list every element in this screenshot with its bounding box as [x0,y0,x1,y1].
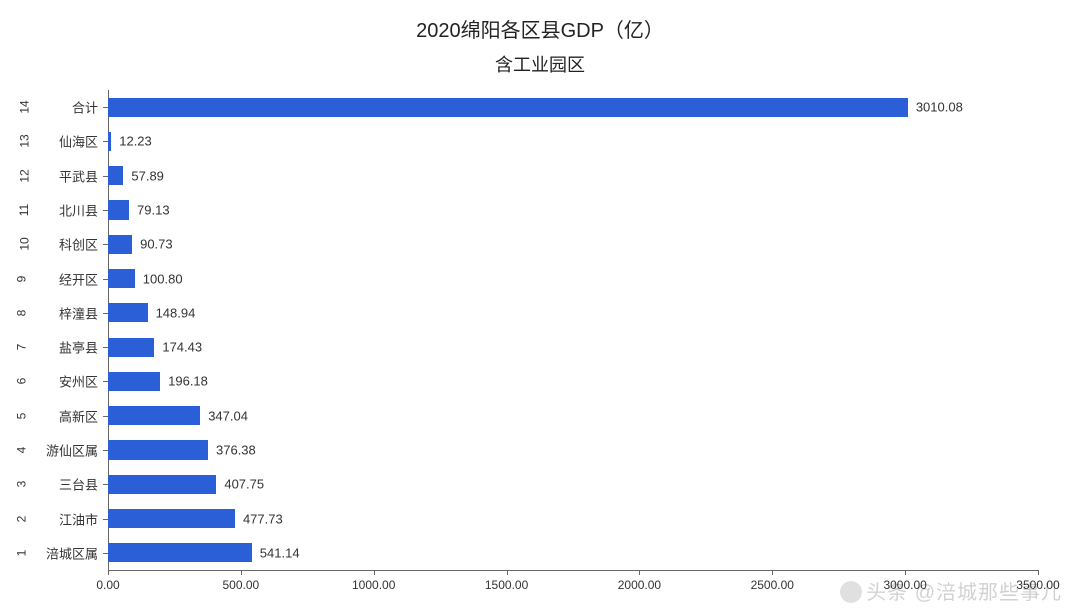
value-label: 148.94 [156,305,196,320]
bar [108,406,200,425]
bar [108,509,235,528]
chart-container: 2020绵阳各区县GDP（亿） 含工业园区 0.00500.001000.001… [0,0,1080,611]
x-tick-label: 1000.00 [352,578,395,592]
y-index-label: 5 [14,412,28,419]
x-tick [905,570,906,575]
value-label: 347.04 [208,408,248,423]
category-label: 平武县 [38,166,98,185]
bar [108,440,208,459]
y-index-label: 2 [14,515,28,522]
x-tick [1038,570,1039,575]
y-index-label: 4 [14,447,28,454]
bar [108,269,135,288]
x-tick-label: 1500.00 [485,578,528,592]
bar [108,200,129,219]
y-index-label: 9 [14,275,28,282]
value-label: 376.38 [216,443,256,458]
category-label: 游仙区属 [38,441,98,460]
x-tick [374,570,375,575]
value-label: 90.73 [140,237,173,252]
y-axis-line [108,90,109,570]
bar [108,475,216,494]
category-label: 三台县 [38,475,98,494]
x-tick [772,570,773,575]
plot-area: 0.00500.001000.001500.002000.002500.0030… [108,90,1038,570]
x-tick-label: 2000.00 [618,578,661,592]
category-label: 高新区 [38,406,98,425]
category-label: 合计 [38,98,98,117]
value-label: 174.43 [162,340,202,355]
bar [108,235,132,254]
chart-title: 2020绵阳各区县GDP（亿） [0,0,1080,43]
y-index-label: 7 [14,344,28,351]
bar [108,543,252,562]
y-index-label: 13 [18,135,32,148]
y-index-label: 12 [18,169,32,182]
x-tick-label: 500.00 [222,578,259,592]
category-label: 经开区 [38,269,98,288]
value-label: 407.75 [224,477,264,492]
y-index-label: 10 [18,238,32,251]
x-tick-label: 0.00 [96,578,119,592]
bar [108,132,111,151]
y-index-label: 6 [14,378,28,385]
watermark-badge-icon [840,581,862,603]
value-label: 477.73 [243,511,283,526]
category-label: 北川县 [38,201,98,220]
x-tick [241,570,242,575]
category-label: 盐亭县 [38,338,98,357]
value-label: 100.80 [143,271,183,286]
value-label: 196.18 [168,374,208,389]
category-label: 安州区 [38,372,98,391]
y-index-label: 11 [17,204,31,216]
value-label: 541.14 [260,545,300,560]
bar [108,166,123,185]
watermark: 头条 @涪城那些事儿 [840,576,1062,605]
x-axis-line [108,570,1038,571]
watermark-text: 头条 @涪城那些事儿 [866,582,1062,604]
value-label: 79.13 [137,203,170,218]
category-label: 科创区 [38,235,98,254]
bar [108,338,154,357]
bar [108,303,148,322]
y-index-label: 3 [14,481,28,488]
x-tick [639,570,640,575]
bar [108,98,908,117]
y-index-label: 1 [14,550,28,557]
chart-subtitle: 含工业园区 [0,43,1080,77]
category-label: 江油市 [38,509,98,528]
value-label: 57.89 [131,168,164,183]
category-label: 涪城区属 [38,543,98,562]
x-tick [108,570,109,575]
value-label: 3010.08 [916,100,963,115]
category-label: 梓潼县 [38,303,98,322]
x-tick [507,570,508,575]
y-index-label: 14 [18,100,32,113]
x-tick-label: 2500.00 [751,578,794,592]
y-index-label: 8 [14,310,28,317]
bar [108,372,160,391]
category-label: 仙海区 [38,132,98,151]
value-label: 12.23 [119,134,152,149]
